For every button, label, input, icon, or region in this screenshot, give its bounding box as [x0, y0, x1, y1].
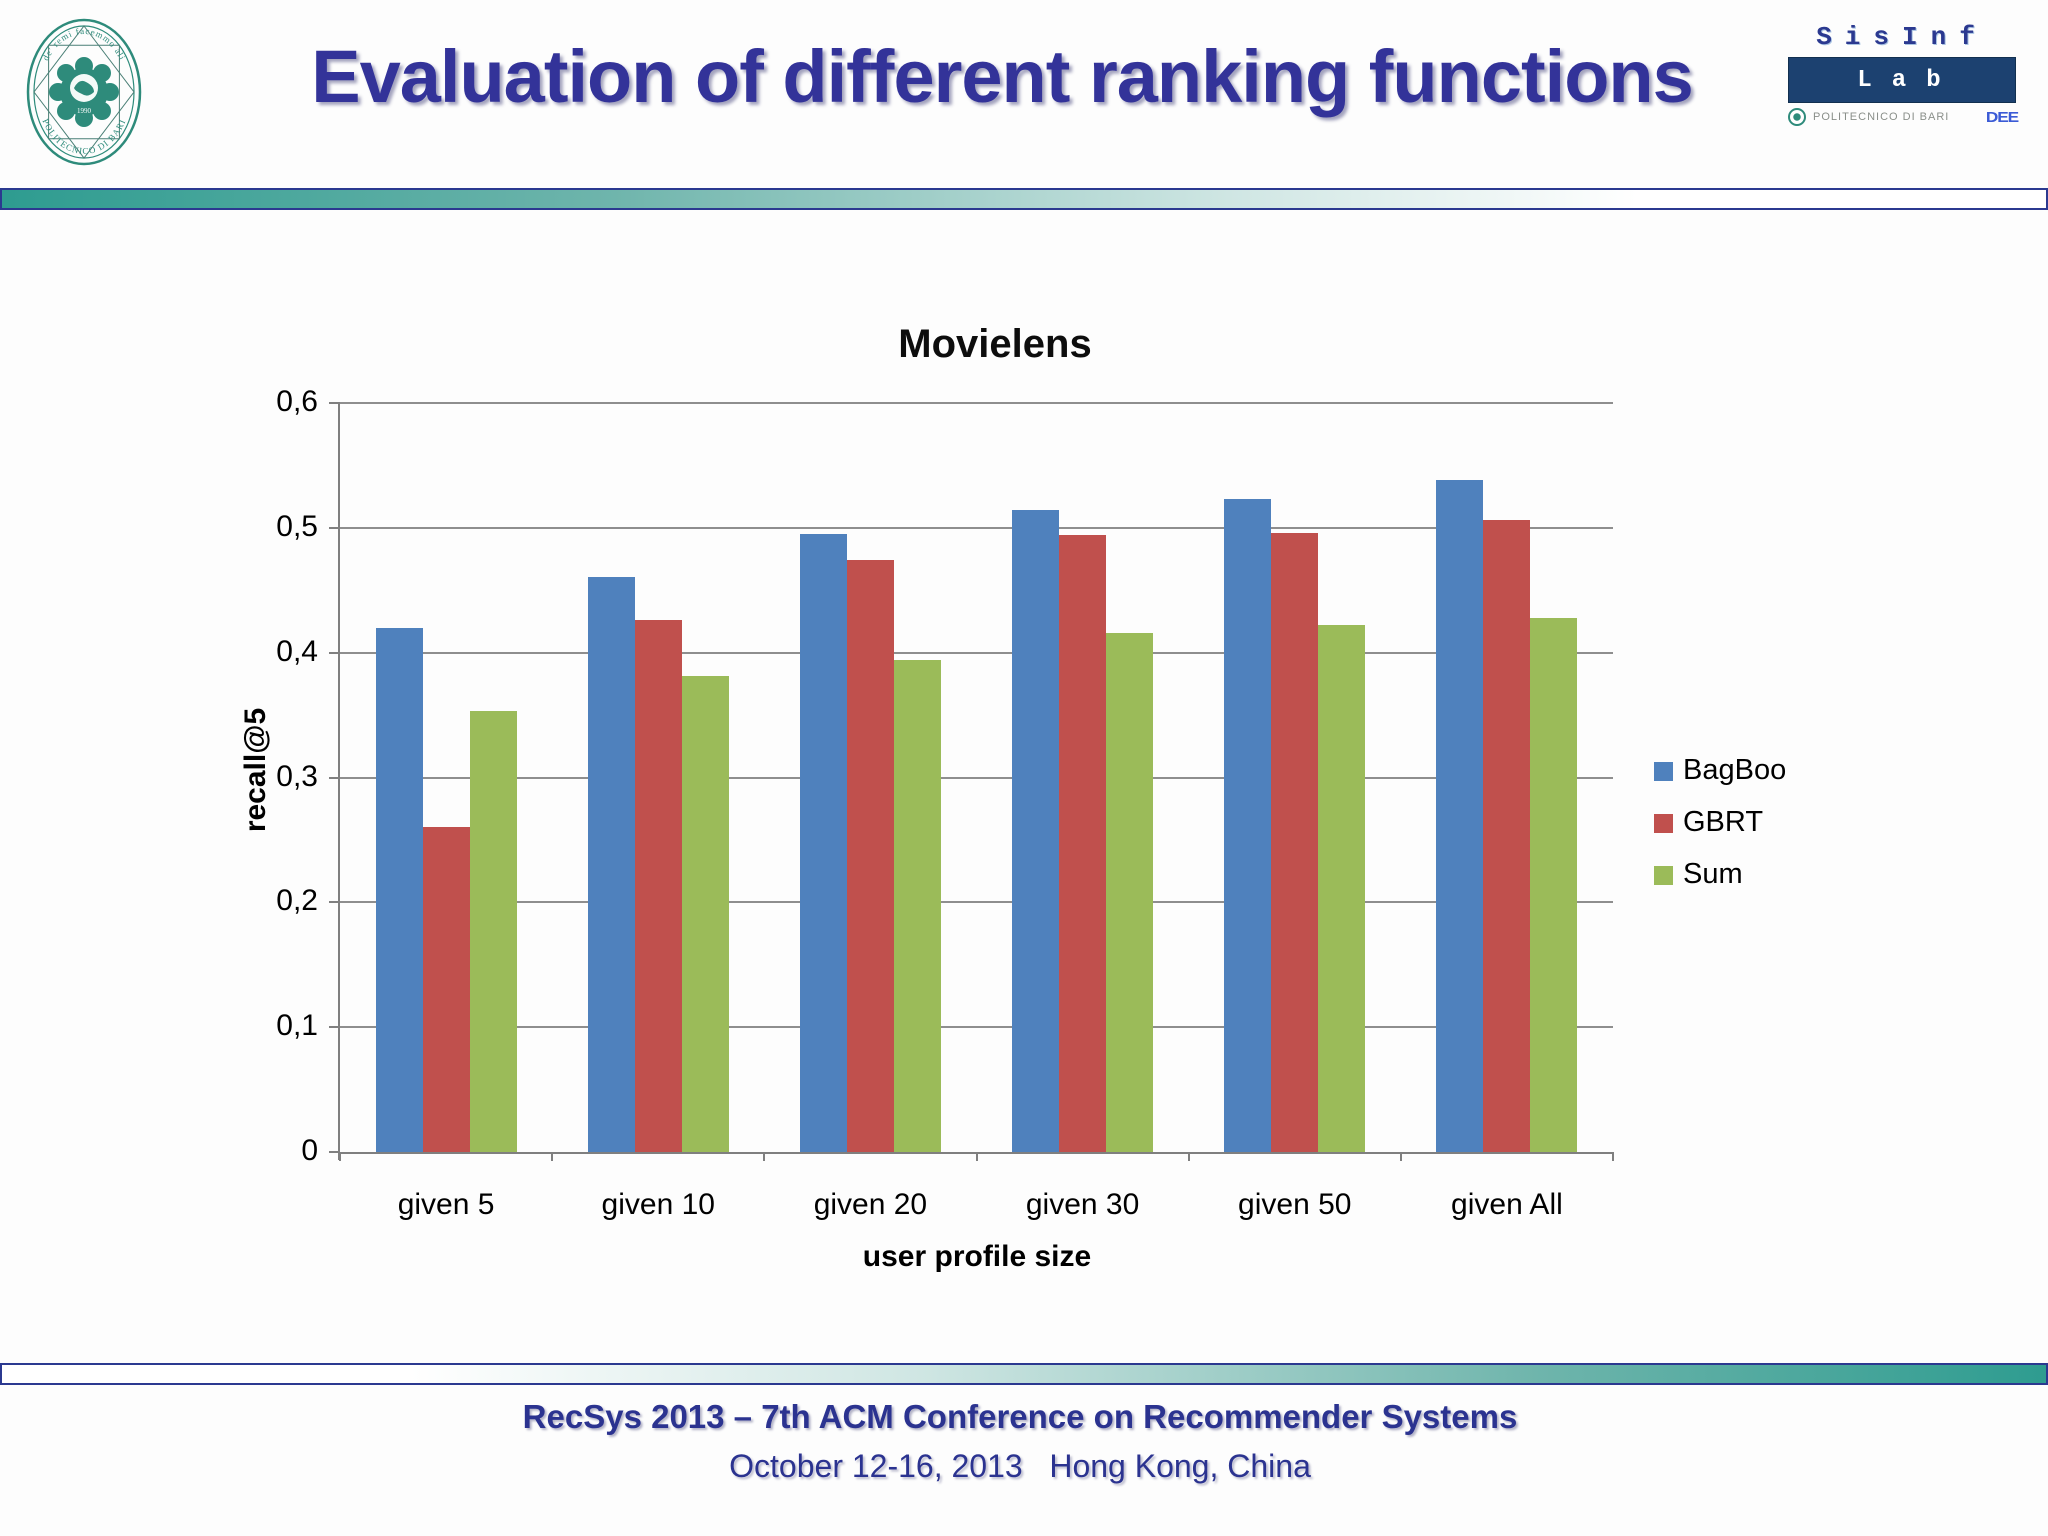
x-tick	[551, 1152, 554, 1161]
legend-swatch-bagboo	[1654, 762, 1673, 781]
y-tick-label: 0,1	[276, 1009, 318, 1043]
y-tick	[329, 776, 340, 779]
x-tick	[339, 1152, 341, 1161]
x-category-label: given 30	[1025, 1188, 1140, 1221]
x-tick	[763, 1152, 766, 1161]
sisinf-lab-box: Lab	[1788, 57, 2016, 103]
y-tick-label: 0,6	[276, 385, 318, 418]
bar-bagboo	[375, 628, 423, 1152]
x-tick	[1187, 1152, 1190, 1161]
politecnico-di-bari-seal-icon: 1990 de' remi facemmo ali POLITECNICO DI…	[26, 18, 142, 166]
x-category-label: given All	[1451, 1188, 1563, 1221]
sisinf-subrow: POLITECNICO DI BARI DEE	[1788, 108, 2019, 126]
x-category-label: given 10	[601, 1188, 715, 1221]
bar-sum	[1106, 633, 1154, 1152]
legend-label-gbrt: GBRT	[1683, 806, 1764, 838]
y-tick-label: 0,5	[276, 509, 318, 543]
y-tick	[329, 526, 340, 529]
legend-label-bagboo: BagBoo	[1683, 754, 1787, 786]
gridline	[340, 776, 1613, 779]
y-tick-label: 0,2	[276, 884, 318, 918]
bar-sum	[681, 676, 729, 1152]
legend-swatch-sum	[1654, 866, 1673, 885]
gridline	[340, 901, 1613, 904]
sisinf-logo-text: SisInf	[1816, 22, 1988, 52]
header-divider-band	[0, 188, 2048, 210]
y-tick	[329, 1151, 340, 1153]
sisinf-lab-logo: SisInf Lab POLITECNICO DI BARI DEE	[1788, 22, 2019, 126]
sisinf-subtext: POLITECNICO DI BARI	[1813, 111, 1950, 123]
chart-title: Movielens	[898, 322, 1092, 366]
gridline	[340, 1026, 1613, 1029]
bar-bagboo	[587, 577, 635, 1152]
x-tick	[975, 1152, 978, 1161]
dee-logo-icon: DEE	[1986, 108, 2019, 126]
y-tick	[329, 402, 340, 404]
x-tick	[1399, 1152, 1402, 1161]
gridline	[340, 526, 1613, 529]
bar-gbrt	[1059, 535, 1107, 1152]
bar-sum	[893, 660, 941, 1152]
y-tick-label: 0,4	[276, 634, 318, 668]
footer-date-location: October 12-16, 2013 Hong Kong, China	[729, 1448, 1311, 1484]
footer-conference: RecSys 2013 – 7th ACM Conference on Reco…	[522, 1398, 1518, 1435]
page-title: Evaluation of different ranking function…	[311, 35, 1694, 118]
legend-swatch-gbrt	[1654, 814, 1673, 833]
politecnico-mini-emblem-icon	[1788, 108, 1806, 126]
legend-label-sum: Sum	[1683, 858, 1743, 890]
sisinf-lab-text: Lab	[1857, 66, 1961, 94]
y-axis-line	[338, 403, 340, 1160]
bar-sum	[1318, 625, 1366, 1152]
bar-bagboo	[1012, 510, 1060, 1152]
y-tick	[329, 1026, 340, 1029]
y-tick	[329, 901, 340, 904]
x-axis-title: user profile size	[862, 1240, 1092, 1273]
seal-year: 1990	[77, 107, 92, 115]
bar-gbrt	[1271, 533, 1319, 1152]
footer-divider-band	[0, 1363, 2048, 1385]
y-tick-label: 0,3	[276, 759, 318, 793]
x-category-label: given 5	[397, 1188, 495, 1221]
bar-gbrt	[422, 827, 470, 1152]
x-category-label: given 50	[1238, 1188, 1352, 1221]
x-category-label: given 20	[813, 1188, 928, 1221]
bar-sum	[469, 711, 517, 1152]
bar-gbrt	[846, 560, 894, 1152]
bar-bagboo	[1436, 480, 1484, 1152]
bar-bagboo	[1224, 499, 1272, 1152]
x-tick	[1612, 1152, 1614, 1161]
gridline	[340, 651, 1613, 654]
bar-gbrt	[1483, 520, 1531, 1152]
y-tick-label: 0	[301, 1134, 318, 1167]
y-tick	[329, 651, 340, 654]
bar-sum	[1530, 618, 1578, 1152]
gridline	[340, 402, 1613, 404]
bar-bagboo	[799, 534, 847, 1152]
bar-gbrt	[634, 620, 682, 1152]
